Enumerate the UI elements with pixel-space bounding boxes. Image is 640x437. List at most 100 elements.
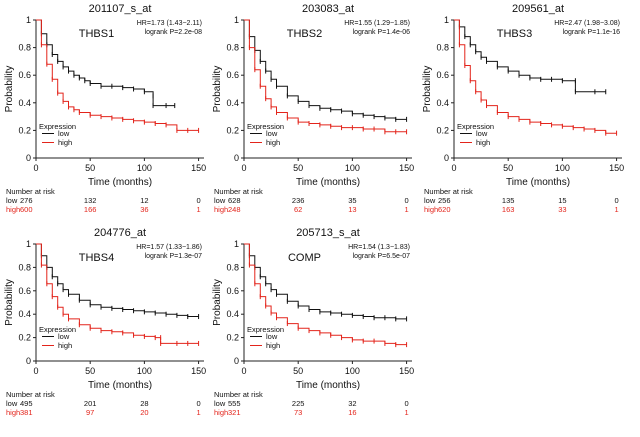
- risk-row-label-low: low: [6, 196, 18, 205]
- panel-title: 201107_s_at: [89, 3, 152, 15]
- y-tick-label: 0.6: [226, 70, 239, 80]
- risk-row-label-low: low: [424, 196, 436, 205]
- censor-marks-high: [248, 262, 408, 348]
- censor-marks-low: [458, 24, 607, 95]
- x-tick-label: 50: [85, 163, 95, 173]
- panel-title: 205713_s_at: [296, 227, 360, 239]
- x-axis-label: Time (months): [88, 177, 152, 188]
- risk-row-label-low: low: [6, 399, 18, 408]
- x-tick-label: 150: [399, 163, 414, 173]
- legend-label-high: high: [476, 138, 490, 147]
- risk-value: 73: [294, 408, 302, 417]
- series-line-low: [244, 243, 407, 320]
- panel-title: 203083_at: [302, 3, 354, 15]
- risk-value: 12: [140, 196, 148, 205]
- series-line-high: [36, 19, 199, 131]
- risk-value: 97: [86, 408, 94, 417]
- legend-title: Expression: [39, 325, 76, 334]
- risk-value: 0: [404, 399, 408, 408]
- y-tick-label: 0.6: [226, 286, 239, 296]
- risk-row-label-low: low: [214, 196, 226, 205]
- y-tick-label: 0.8: [18, 43, 31, 53]
- risk-value: 381: [20, 408, 33, 417]
- x-tick-label: 100: [137, 163, 152, 173]
- y-tick-label: 0.2: [226, 125, 239, 135]
- legend-label-high: high: [58, 341, 72, 350]
- risk-value: 33: [558, 205, 566, 214]
- y-tick-label: 0.4: [226, 309, 239, 319]
- x-tick-label: 0: [241, 366, 246, 376]
- series-line-high: [244, 19, 407, 133]
- legend-label-low: low: [266, 129, 278, 138]
- risk-value: 36: [140, 205, 148, 214]
- risk-value: 495: [20, 399, 33, 408]
- x-tick-label: 0: [451, 163, 456, 173]
- risk-value: 225: [292, 399, 305, 408]
- censor-marks-high: [40, 42, 200, 133]
- risk-value: 1: [196, 408, 200, 417]
- censor-marks-low: [248, 253, 408, 322]
- risk-value: 620: [438, 205, 451, 214]
- risk-value: 248: [228, 205, 241, 214]
- risk-value: 201: [84, 399, 97, 408]
- x-tick-label: 100: [345, 163, 360, 173]
- risk-value: 0: [614, 196, 618, 205]
- y-tick-label: 0.4: [18, 309, 31, 319]
- legend-title: Expression: [247, 122, 284, 131]
- risk-value: 0: [196, 399, 200, 408]
- hr-text: HR=2.47 (1.98−3.08): [554, 20, 620, 27]
- risk-header: Number at risk: [214, 187, 263, 196]
- y-tick-label: 0.8: [18, 262, 31, 272]
- y-tick-label: 0.4: [436, 98, 449, 108]
- x-axis-label: Time (months): [296, 177, 360, 188]
- legend-title: Expression: [39, 122, 76, 131]
- y-tick-label: 0.4: [18, 98, 31, 108]
- censor-marks-high: [458, 42, 618, 136]
- risk-value: 1: [404, 408, 408, 417]
- x-tick-label: 100: [137, 366, 152, 376]
- risk-value: 15: [558, 196, 566, 205]
- x-tick-label: 100: [345, 366, 360, 376]
- logrank-text: logrank P=1.1e-16: [563, 29, 621, 36]
- risk-value: 600: [20, 205, 33, 214]
- risk-value: 13: [348, 205, 356, 214]
- y-axis-label: Probability: [212, 279, 223, 326]
- hr-text: HR=1.57 (1.33−1.86): [136, 244, 202, 251]
- x-tick-label: 50: [293, 163, 303, 173]
- y-tick-label: 1: [26, 239, 31, 249]
- logrank-text: logrank P=6.5e-07: [353, 253, 411, 260]
- risk-row-label-high: high: [214, 408, 228, 417]
- hr-text: HR=1.54 (1.3−1.83): [348, 244, 410, 251]
- y-tick-label: 0: [234, 356, 239, 366]
- risk-header: Number at risk: [424, 187, 473, 196]
- y-tick-label: 1: [234, 15, 239, 25]
- legend-label-low: low: [266, 332, 278, 341]
- y-tick-label: 0: [26, 153, 31, 163]
- censor-marks-low: [40, 253, 200, 320]
- x-tick-label: 150: [399, 366, 414, 376]
- risk-value: 35: [348, 196, 356, 205]
- censor-marks-high: [248, 45, 408, 135]
- censor-marks-high: [40, 262, 200, 346]
- risk-value: 132: [84, 196, 97, 205]
- x-tick-label: 100: [555, 163, 570, 173]
- x-tick-label: 150: [191, 163, 206, 173]
- y-axis-label: Probability: [422, 66, 433, 113]
- x-tick-label: 0: [241, 163, 246, 173]
- risk-value: 135: [502, 196, 515, 205]
- legend-label-low: low: [58, 129, 70, 138]
- y-tick-label: 1: [26, 15, 31, 25]
- x-tick-label: 50: [503, 163, 513, 173]
- risk-row-label-high: high: [214, 205, 228, 214]
- y-tick-label: 0: [26, 356, 31, 366]
- x-tick-label: 0: [33, 366, 38, 376]
- series-line-high: [454, 19, 617, 134]
